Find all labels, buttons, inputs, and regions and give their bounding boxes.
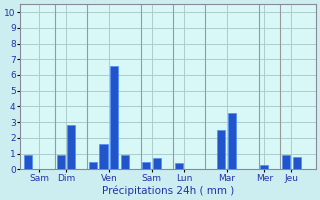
Bar <box>121 155 129 169</box>
Bar <box>89 162 97 169</box>
Bar <box>24 155 32 169</box>
Bar <box>67 125 75 169</box>
X-axis label: Précipitations 24h ( mm ): Précipitations 24h ( mm ) <box>102 185 234 196</box>
Bar <box>110 66 118 169</box>
Bar <box>57 155 65 169</box>
Bar <box>282 155 290 169</box>
Bar <box>292 157 300 169</box>
Bar <box>260 165 268 169</box>
Bar <box>174 163 183 169</box>
Bar <box>217 130 226 169</box>
Bar <box>228 113 236 169</box>
Bar <box>153 158 161 169</box>
Bar <box>100 144 108 169</box>
Bar <box>142 162 150 169</box>
